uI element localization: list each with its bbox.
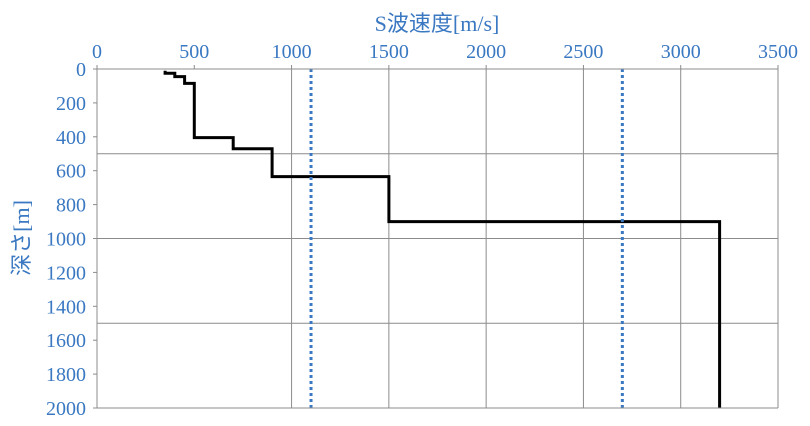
x-tick-label: 1500 [369,41,409,63]
x-tick-label: 2000 [466,41,506,63]
y-tick-label: 1200 [46,262,86,284]
grid-layer [97,69,779,408]
ticks-layer: 0 500 1000 1500 2000 2500 3000 3500 0 200 400 600 80… [46,41,798,420]
x-tick-label: 1000 [272,41,312,63]
y-tick-label: 400 [56,127,86,149]
y-tick-label: 2000 [46,398,86,420]
axes-layer [93,65,779,409]
x-tick-label: 2500 [563,41,603,63]
y-axis-title: 深さ[m] [9,200,34,276]
x-tick-label: 500 [179,41,209,63]
series-layer [163,69,722,408]
x-tick-label: 0 [92,41,102,63]
y-tick-label: 1800 [46,364,86,386]
x-tick-label: 3500 [758,41,798,63]
y-tick-label: 1000 [46,229,86,251]
velocity-profile-line [163,70,722,408]
x-tick-label: 3000 [661,41,701,63]
y-tick-label: 200 [56,93,86,115]
x-axis-title: S波速度[m/s] [375,11,500,36]
y-tick-label: 800 [56,195,86,217]
y-tick-label: 600 [56,161,86,183]
y-tick-label: 1400 [46,296,86,318]
y-tick-label: 1600 [46,330,86,352]
y-tick-label: 0 [76,59,86,81]
